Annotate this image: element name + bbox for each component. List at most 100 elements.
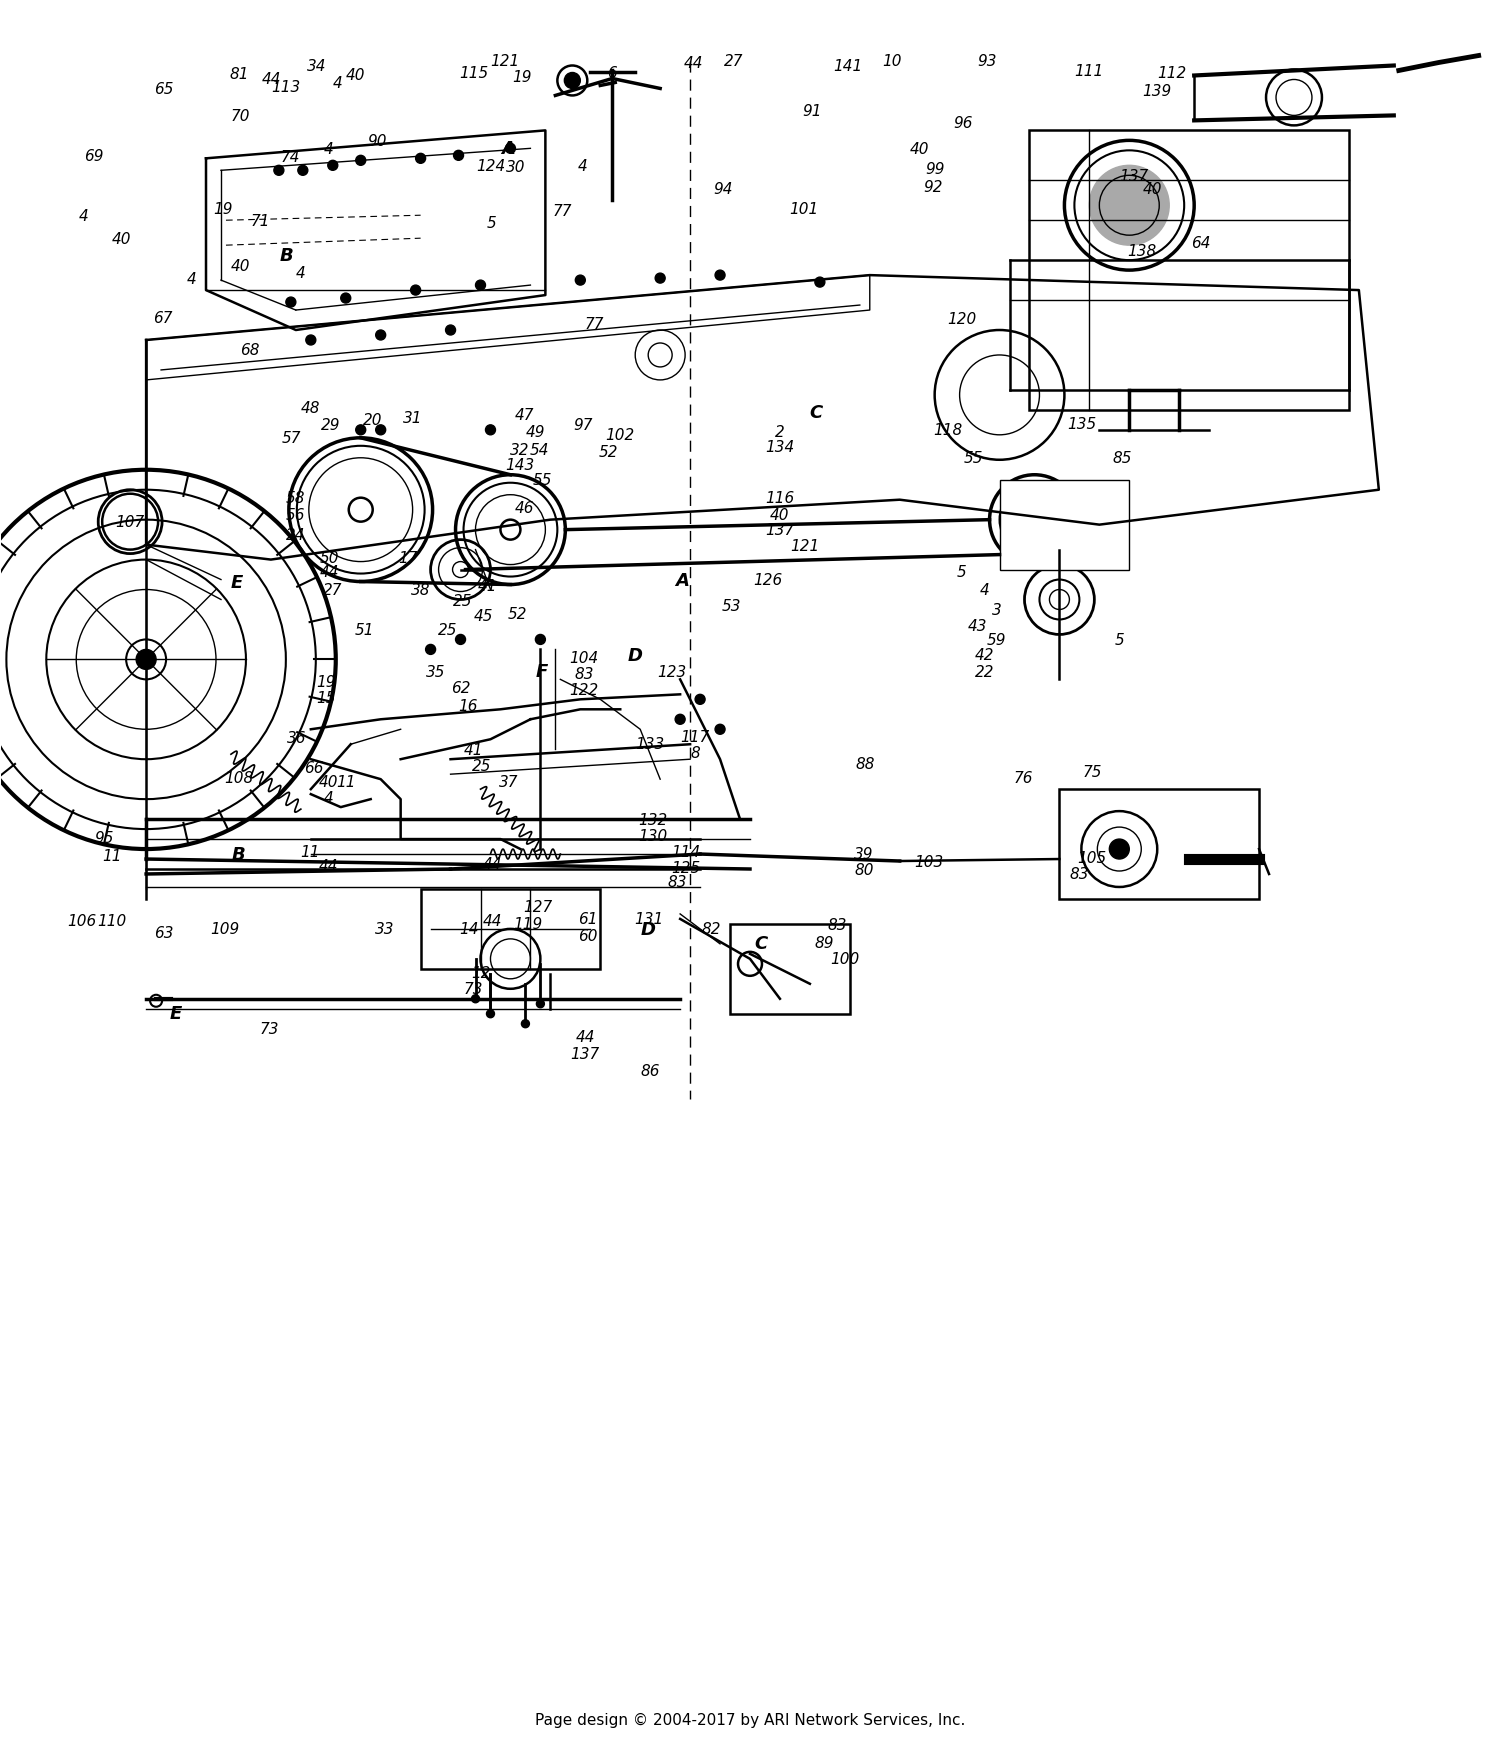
Text: 52: 52 [507, 607, 526, 622]
Text: 88: 88 [855, 757, 874, 771]
Text: 25: 25 [471, 759, 490, 773]
Circle shape [486, 425, 495, 435]
Text: 91: 91 [802, 103, 822, 119]
Text: 25: 25 [453, 594, 472, 608]
Circle shape [356, 425, 366, 435]
Text: 45: 45 [474, 608, 494, 624]
Circle shape [456, 635, 465, 645]
Text: 41: 41 [464, 743, 483, 757]
Text: 10: 10 [882, 54, 902, 68]
Circle shape [564, 73, 580, 89]
Text: 94: 94 [714, 182, 734, 198]
Circle shape [1089, 166, 1168, 246]
Text: 111: 111 [1074, 65, 1104, 79]
Text: 90: 90 [368, 135, 387, 149]
Text: 83: 83 [574, 666, 594, 682]
Circle shape [328, 161, 338, 171]
Text: 67: 67 [153, 311, 173, 325]
Text: 132: 132 [639, 813, 668, 827]
Text: 40: 40 [320, 774, 339, 788]
Text: 103: 103 [914, 855, 944, 869]
Text: 66: 66 [304, 760, 324, 776]
Text: 83: 83 [827, 918, 846, 933]
Text: B: B [280, 246, 294, 266]
Circle shape [576, 276, 585, 287]
Text: 50: 50 [320, 551, 339, 566]
Text: 14: 14 [459, 921, 478, 937]
Text: A: A [501, 140, 516, 159]
Text: 40: 40 [111, 231, 130, 246]
Text: 92: 92 [922, 180, 942, 194]
Text: 89: 89 [815, 935, 834, 951]
Text: 55: 55 [532, 474, 552, 488]
Text: F: F [536, 662, 548, 682]
Text: 65: 65 [154, 82, 174, 96]
Text: 46: 46 [514, 502, 534, 516]
Text: 73: 73 [464, 982, 483, 996]
Text: 70: 70 [230, 108, 249, 124]
Text: 43: 43 [968, 619, 987, 633]
Text: 135: 135 [1066, 418, 1096, 432]
Circle shape [426, 645, 435, 656]
Text: 82: 82 [702, 921, 721, 937]
Text: 137: 137 [765, 523, 795, 538]
Text: 77: 77 [552, 203, 572, 218]
Circle shape [446, 325, 456, 336]
Circle shape [694, 696, 705, 704]
Circle shape [1024, 510, 1044, 530]
Text: E: E [170, 1003, 182, 1023]
Circle shape [298, 166, 307, 177]
Text: 32: 32 [510, 442, 530, 458]
Text: A: A [675, 572, 688, 589]
Text: 39: 39 [853, 846, 873, 862]
Text: Page design © 2004-2017 by ARI Network Services, Inc.: Page design © 2004-2017 by ARI Network S… [536, 1711, 964, 1727]
Text: 22: 22 [975, 664, 994, 680]
Text: 4: 4 [980, 582, 990, 598]
Text: C: C [754, 935, 768, 953]
Text: 121: 121 [490, 54, 519, 68]
Text: B: B [232, 846, 246, 864]
Text: 48: 48 [302, 400, 321, 416]
Text: 115: 115 [459, 66, 488, 80]
Circle shape [136, 650, 156, 669]
Circle shape [411, 287, 420, 295]
Text: 122: 122 [570, 682, 598, 697]
Text: 64: 64 [1191, 236, 1210, 250]
Text: 38: 38 [411, 582, 430, 598]
Text: 47: 47 [514, 407, 534, 423]
Text: 143: 143 [506, 458, 534, 474]
Bar [420, 890, 600, 970]
Circle shape [815, 278, 825, 288]
Circle shape [536, 635, 546, 645]
Text: 75: 75 [1083, 764, 1102, 780]
Text: 11: 11 [336, 774, 356, 788]
Text: 6: 6 [608, 66, 616, 80]
Text: 113: 113 [272, 80, 300, 94]
Text: 4: 4 [296, 266, 306, 280]
Text: 41: 41 [477, 579, 496, 594]
Text: 96: 96 [952, 115, 972, 131]
Text: 44: 44 [483, 857, 502, 871]
Text: 131: 131 [634, 912, 664, 926]
Text: 8: 8 [690, 745, 700, 760]
Text: 52: 52 [598, 446, 618, 460]
Text: E: E [231, 573, 243, 591]
Text: 124: 124 [476, 159, 506, 173]
Circle shape [522, 1021, 530, 1028]
Text: 126: 126 [753, 573, 783, 587]
FancyBboxPatch shape [1029, 131, 1348, 411]
Text: 25: 25 [438, 622, 458, 638]
Text: 141: 141 [833, 59, 862, 73]
Text: 106: 106 [68, 914, 98, 928]
Text: 2: 2 [776, 425, 784, 440]
Text: 34: 34 [308, 59, 327, 73]
Text: 139: 139 [1143, 84, 1172, 100]
Text: 110: 110 [98, 914, 128, 928]
Text: 108: 108 [225, 771, 254, 785]
Circle shape [537, 1000, 544, 1009]
Circle shape [340, 294, 351, 304]
Text: 58: 58 [286, 491, 306, 505]
Circle shape [716, 725, 724, 734]
Text: 4: 4 [333, 75, 342, 91]
Text: 59: 59 [987, 633, 1006, 647]
